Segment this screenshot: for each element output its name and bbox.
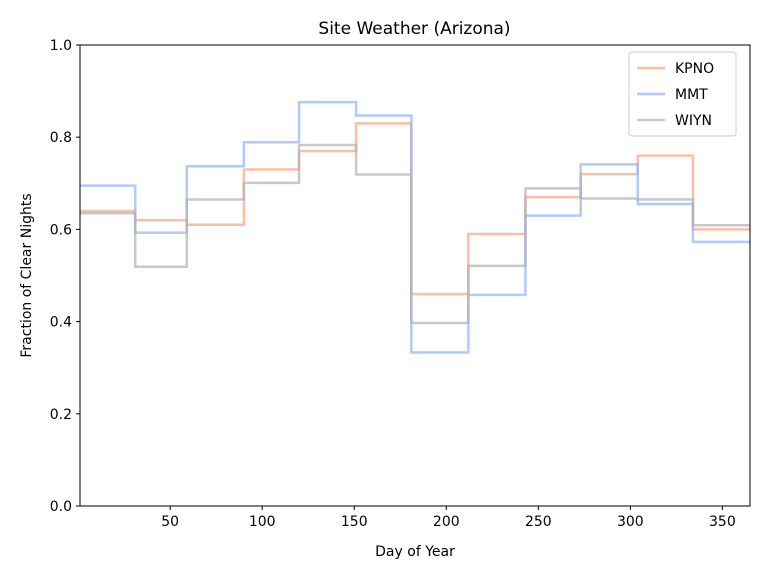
- series-layer: [80, 100, 750, 354]
- chart-title: Site Weather (Arizona): [318, 19, 510, 39]
- x-tick-label: 200: [433, 514, 460, 530]
- x-tick-label: 50: [161, 514, 179, 530]
- plot-frame: [79, 44, 751, 507]
- x-tick-label: 300: [617, 514, 644, 530]
- x-tick-label: 250: [525, 514, 552, 530]
- legend-label-wiyn: WIYN: [675, 113, 712, 129]
- y-tick-label: 0.4: [50, 315, 72, 331]
- y-axis-ticks: 0.0 0.2 0.4 0.6 0.8 1.0: [50, 38, 80, 515]
- x-tick-label: 100: [249, 514, 276, 530]
- series-line-wiyn: [80, 143, 750, 325]
- x-tick-label: 350: [709, 514, 736, 530]
- y-tick-label: 1.0: [50, 38, 72, 54]
- y-tick-label: 0.6: [50, 222, 72, 238]
- y-tick-label: 0.2: [50, 407, 72, 423]
- legend-box: [628, 51, 737, 137]
- legend: KPNO MMT WIYN: [628, 51, 737, 137]
- x-axis-ticks: 50 100 150 200 250 300 350: [161, 506, 736, 530]
- legend-label-kpno: KPNO: [675, 61, 714, 77]
- y-tick-label: 0.8: [50, 130, 72, 146]
- legend-label-mmt: MMT: [675, 87, 708, 103]
- x-axis-label: Day of Year: [375, 544, 455, 560]
- y-tick-label: 0.0: [50, 499, 72, 515]
- x-tick-label: 150: [341, 514, 368, 530]
- y-axis-label: Fraction of Clear Nights: [19, 193, 35, 357]
